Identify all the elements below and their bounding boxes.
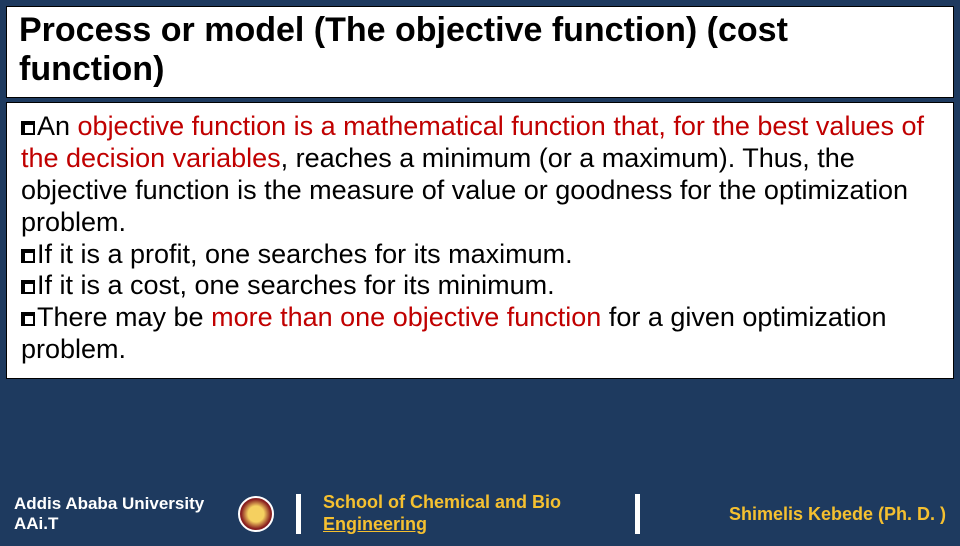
bullet-4-text-a: There may be <box>37 302 211 332</box>
divider-icon <box>635 494 640 534</box>
author-name: Shimelis Kebede (Ph. D. ) <box>729 504 946 525</box>
university-block: Addis Ababa University AAi.T <box>14 494 234 535</box>
slide-title: Process or model (The objective function… <box>19 11 941 89</box>
content-panel: An objective function is a mathematical … <box>6 102 954 379</box>
school-line2: Engineering <box>323 514 613 536</box>
footer-bar: Addis Ababa University AAi.T School of C… <box>0 482 960 546</box>
bullet-2: If it is a profit, one searches for its … <box>21 239 939 271</box>
bullet-3-text: If it is a cost, one searches for its mi… <box>37 270 555 300</box>
bullet-marker-icon <box>21 249 35 263</box>
university-abbrev: AAi.T <box>14 514 234 534</box>
divider-icon <box>296 494 301 534</box>
title-panel: Process or model (The objective function… <box>6 6 954 98</box>
bullet-marker-icon <box>21 312 35 326</box>
university-name: Addis Ababa University <box>14 494 234 514</box>
bullet-marker-icon <box>21 280 35 294</box>
bullet-3: If it is a cost, one searches for its mi… <box>21 270 939 302</box>
bullet-2-text: If it is a profit, one searches for its … <box>37 239 573 269</box>
bullet-4-highlight: more than one objective function <box>211 302 609 332</box>
bullet-1: An objective function is a mathematical … <box>21 111 939 238</box>
bullet-1-text-a: An <box>37 111 78 141</box>
bullet-4: There may be more than one objective fun… <box>21 302 939 366</box>
bullet-marker-icon <box>21 121 35 135</box>
university-logo-icon <box>238 496 274 532</box>
school-block: School of Chemical and Bio Engineering <box>323 492 613 535</box>
school-line1: School of Chemical and Bio <box>323 492 613 514</box>
